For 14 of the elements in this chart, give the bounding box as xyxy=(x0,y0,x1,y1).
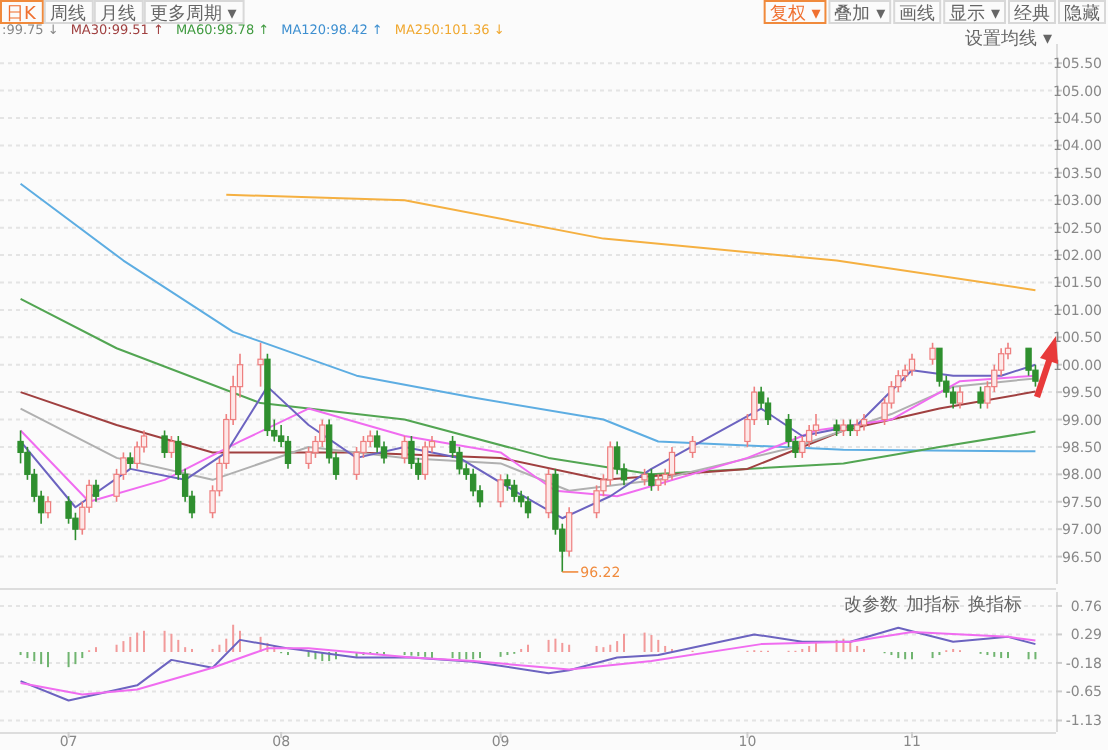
text: 叠加 ▾ xyxy=(834,3,887,25)
text: 画线 xyxy=(899,3,936,25)
annotation: 换指标 xyxy=(968,594,1022,616)
annotation: 设置均线 ▾ xyxy=(965,28,1053,50)
text: 周线 xyxy=(49,3,86,25)
text: 日K xyxy=(6,5,38,25)
text: 复权 ▾ xyxy=(769,3,822,25)
text: 经典 xyxy=(1014,3,1050,25)
annotation: 改参数 xyxy=(844,594,898,616)
annotation: 加指标 xyxy=(906,594,960,616)
text: 显示 ▾ xyxy=(949,3,1001,25)
text: 月线 xyxy=(99,3,136,25)
text: 更多周期 ▾ xyxy=(149,3,238,25)
text: 隐藏 xyxy=(1064,3,1100,25)
